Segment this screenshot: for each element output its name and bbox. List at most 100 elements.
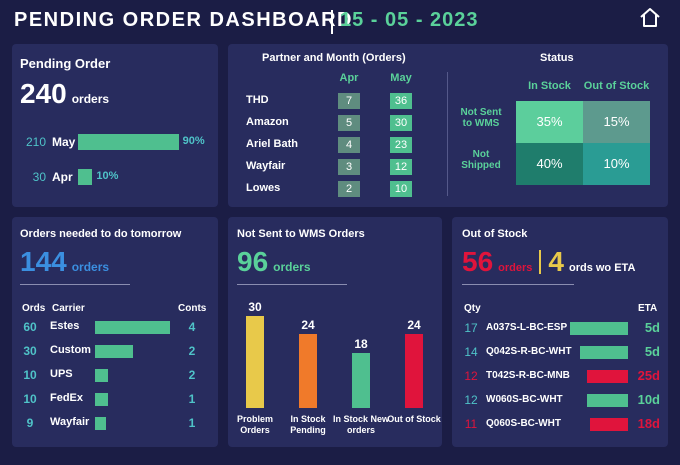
row-orders: 10 <box>23 368 37 382</box>
kpi-value: 56 <box>462 246 494 277</box>
row-qty: 17 <box>464 321 478 335</box>
home-icon[interactable] <box>638 6 662 28</box>
kpi-value: 96 <box>237 246 269 277</box>
separator <box>539 250 542 274</box>
row-value: 30 <box>32 170 46 184</box>
cell: 2 <box>338 181 360 197</box>
cell: 7 <box>338 93 360 109</box>
panel-title: Out of Stock <box>462 228 528 240</box>
panel-title: Pending Order <box>20 56 111 71</box>
kpi-unit: ords wo ETA <box>568 262 636 274</box>
row-carrier: Estes <box>50 320 80 332</box>
row-carrier: UPS <box>50 368 73 380</box>
row-eta: 5d <box>644 344 660 359</box>
row-qty: 14 <box>464 345 478 359</box>
bar <box>570 322 628 335</box>
cell: 10% <box>583 143 650 185</box>
panel-title: Status <box>540 52 574 64</box>
row-eta: 25d <box>637 368 660 383</box>
cell: 30 <box>390 115 412 131</box>
row-label: Apr <box>52 170 73 184</box>
row-label: May <box>52 135 76 149</box>
bar <box>95 369 108 382</box>
column-header: Carrier <box>52 303 85 314</box>
bar <box>352 352 370 408</box>
cell: 5 <box>338 115 360 131</box>
row-value: 210 <box>25 135 46 149</box>
divider <box>447 72 448 196</box>
row-qty: 12 <box>464 369 478 383</box>
panel <box>12 44 218 207</box>
panel <box>452 217 668 447</box>
kpi-unit: orders <box>498 262 533 274</box>
kpi-value: 144 <box>20 246 67 277</box>
pending-total: 240 orders <box>20 78 109 110</box>
bar <box>580 346 628 359</box>
row-qty: 11 <box>464 417 478 431</box>
category-label: Problem Orders <box>236 414 273 435</box>
category-label: In Stock Pending <box>290 414 326 435</box>
cell: 35% <box>516 101 583 143</box>
row-eta: 18d <box>637 416 660 431</box>
row-qty: 12 <box>464 393 478 407</box>
category-label: In Stock New orders <box>333 414 390 435</box>
value-label: 24 <box>407 318 421 333</box>
row-conts: 1 <box>188 392 196 406</box>
bar <box>78 169 93 185</box>
bar <box>405 334 423 408</box>
column-header: Out of Stock <box>583 80 650 92</box>
row-conts: 2 <box>188 368 196 382</box>
underline <box>462 284 574 285</box>
cell: 3 <box>338 159 360 175</box>
value-label: 30 <box>248 300 262 314</box>
title: PENDING ORDER DASHBOARD <box>14 9 353 31</box>
row-orders: 60 <box>23 320 37 334</box>
bar <box>95 393 108 406</box>
row-name: THD <box>246 94 269 106</box>
bar <box>246 316 264 408</box>
column-header: May <box>390 72 412 84</box>
kpi-value: 4 <box>548 246 564 277</box>
not-sent-total: 96 orders <box>237 246 311 278</box>
row-eta: 5d <box>644 320 660 335</box>
kpi-unit: orders <box>71 92 110 106</box>
cell: 23 <box>390 137 412 153</box>
column-header: ETA <box>638 303 658 314</box>
row-carrier: FedEx <box>50 392 84 404</box>
row-name: Lowes <box>246 182 281 194</box>
bar <box>299 334 317 408</box>
row-sku: Q042S-R-BC-WHT <box>486 346 572 357</box>
row-orders: 10 <box>23 392 37 406</box>
row-sku: T042S-R-BC-MNB <box>486 370 570 381</box>
row-name: Amazon <box>246 116 289 128</box>
bar <box>95 321 170 334</box>
cell: 15% <box>583 101 650 143</box>
kpi-unit: orders <box>273 260 311 274</box>
row-conts: 1 <box>188 416 196 430</box>
bar <box>587 370 628 383</box>
panel-title: Partner and Month (Orders) <box>262 52 406 64</box>
underline <box>237 284 347 285</box>
row-sku: A037S-L-BC-ESP <box>486 322 568 333</box>
value-label: 24 <box>301 318 315 333</box>
row-name: Not Shipped <box>461 149 501 171</box>
row-pct: 90% <box>182 135 205 147</box>
date: 15 - 05 - 2023 <box>340 9 479 31</box>
row-conts: 4 <box>188 320 196 334</box>
panel-title: Orders needed to do tomorrow <box>20 228 182 240</box>
cell: 12 <box>390 159 412 175</box>
column-header: Qty <box>464 303 481 314</box>
out-of-stock-kpi: 56 orders 4 ords wo ETA <box>462 246 635 278</box>
row-sku: W060S-BC-WHT <box>486 394 563 405</box>
panel-title: Not Sent to WMS Orders <box>237 228 365 240</box>
row-orders: 30 <box>23 344 37 358</box>
value-label: 18 <box>354 336 368 351</box>
bar <box>95 417 107 430</box>
column-header: In Stock <box>528 80 571 92</box>
row-pct: 10% <box>96 170 119 182</box>
kpi-unit: orders <box>71 260 110 274</box>
row-sku: Q060S-BC-WHT <box>486 418 562 429</box>
row-orders: 9 <box>26 416 34 430</box>
row-eta: 10d <box>637 392 660 407</box>
row-name: Not Sent to WMS <box>460 107 502 129</box>
